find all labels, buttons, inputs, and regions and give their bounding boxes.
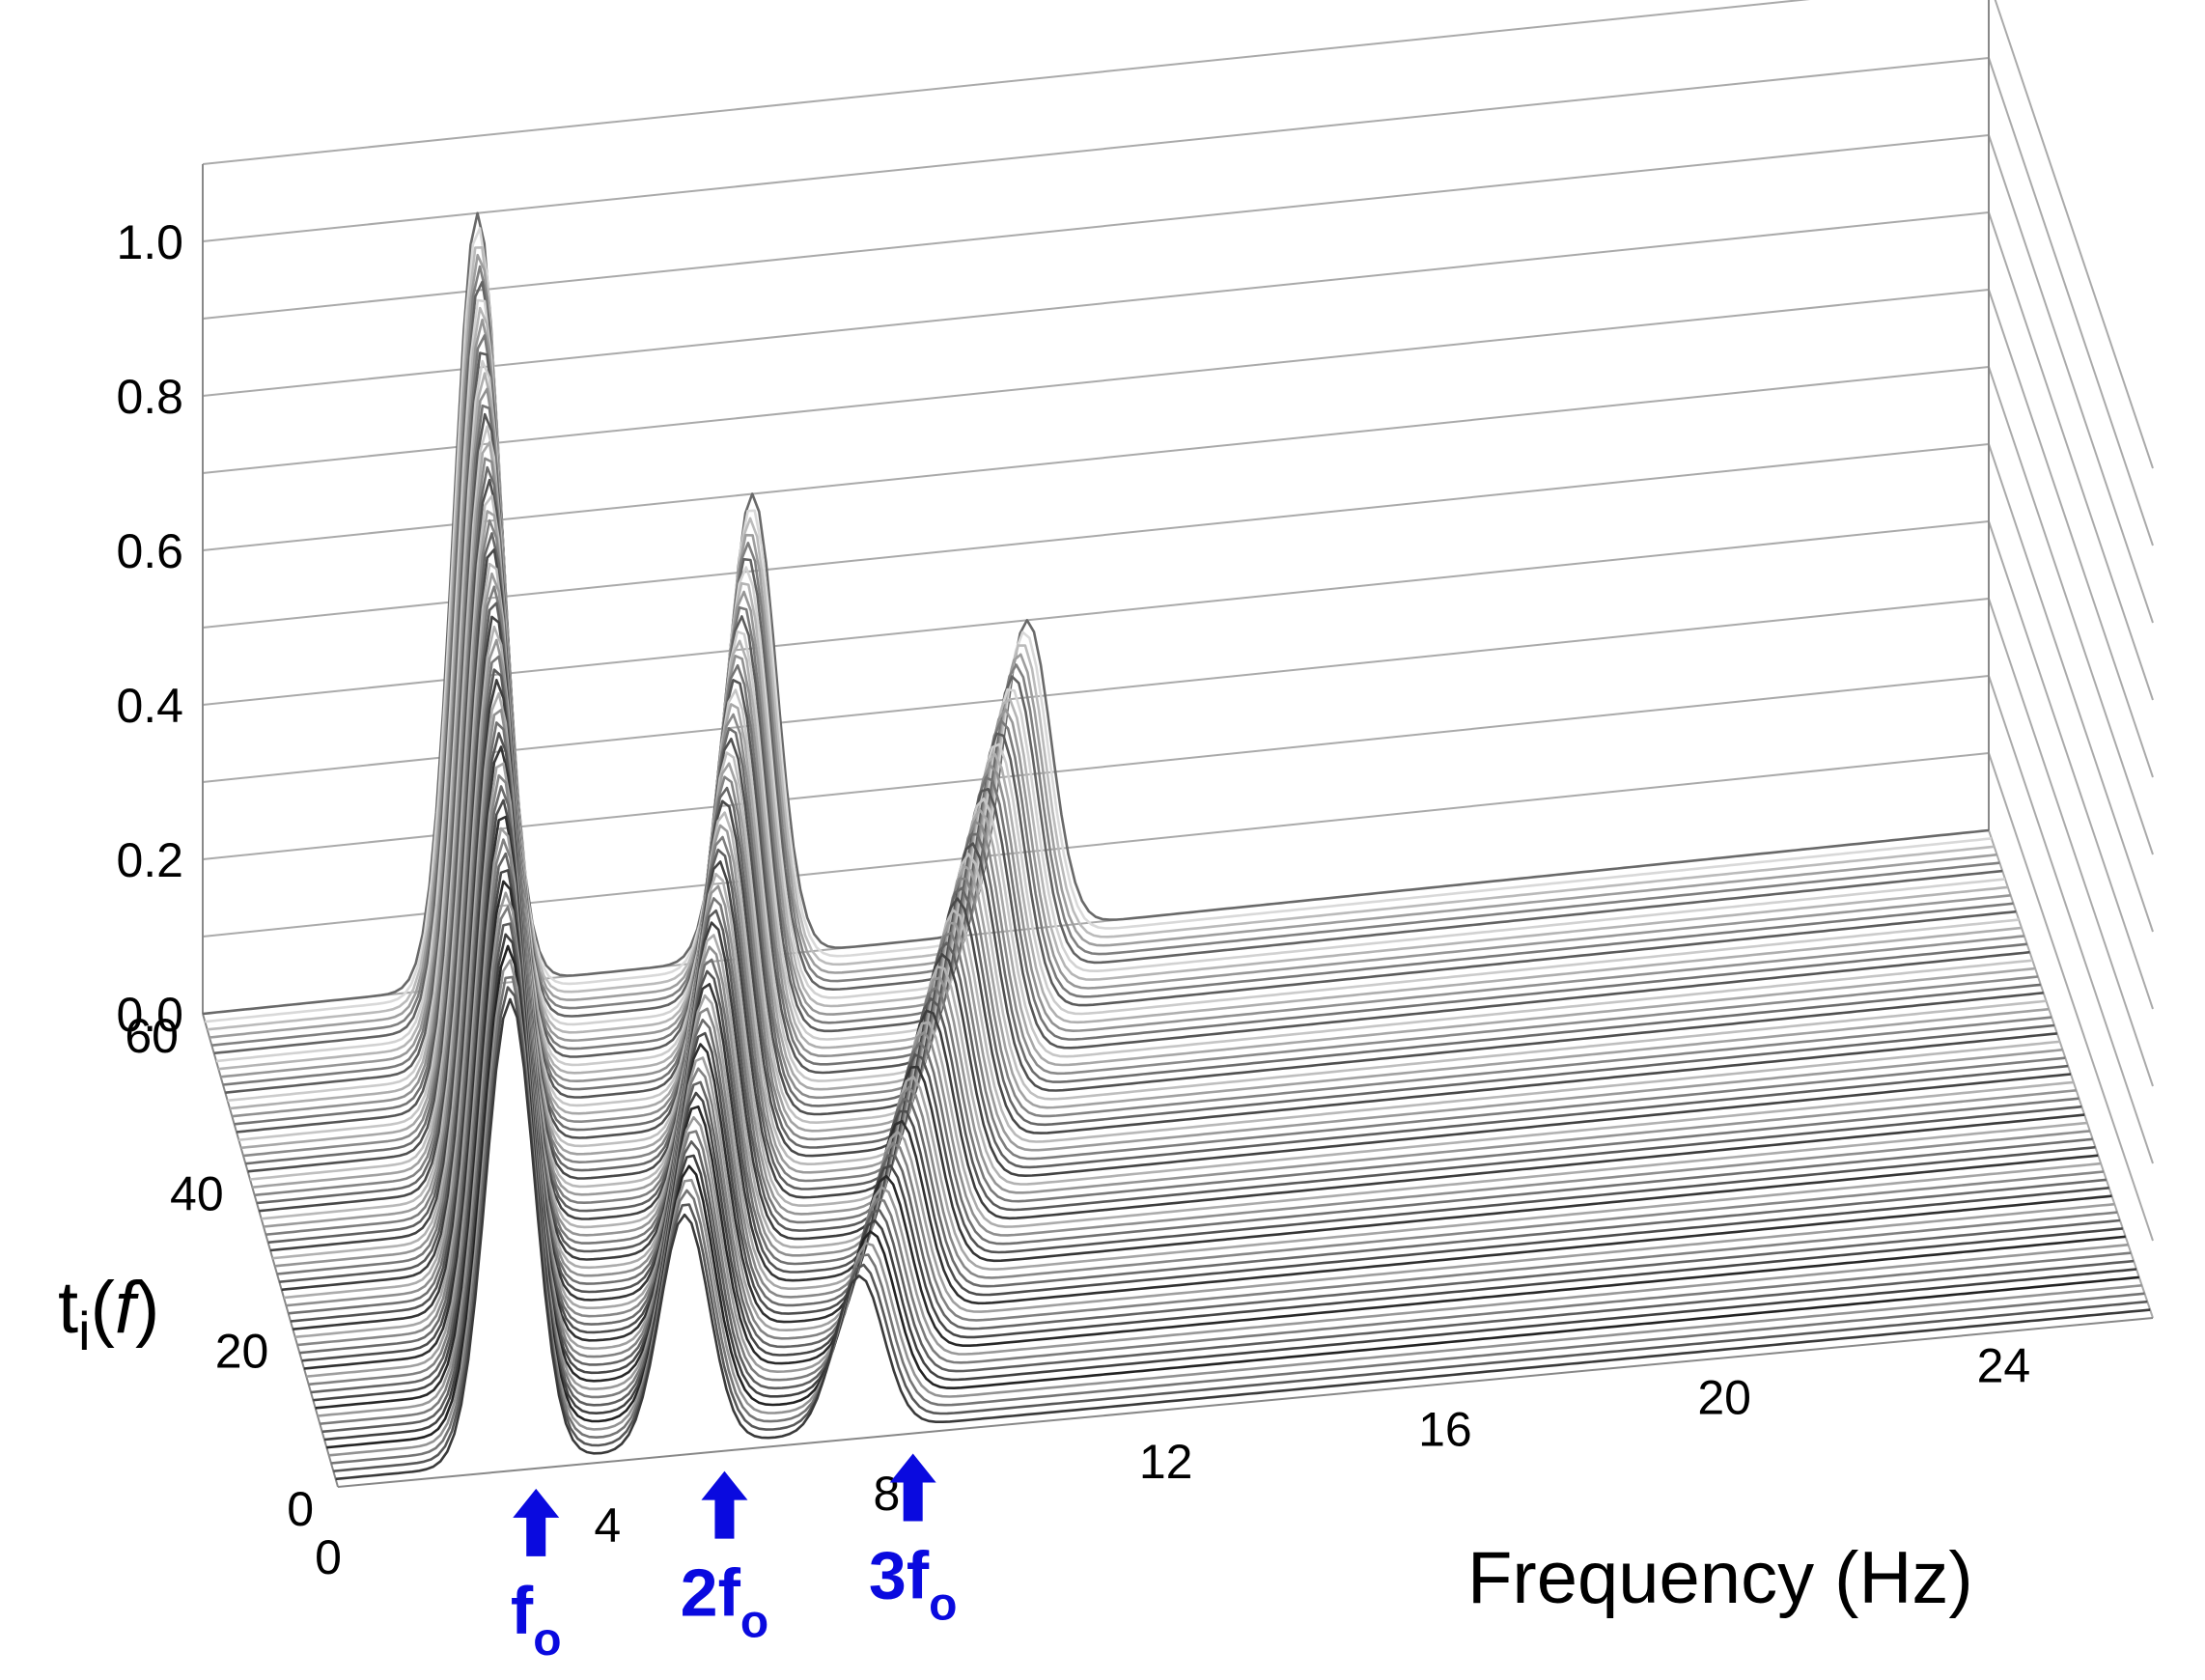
side-wall-gridline: [1988, 752, 2154, 1242]
series-line: [263, 572, 2063, 1228]
series-line: [290, 732, 2096, 1323]
frequency-tick-label: 16: [1418, 1403, 1472, 1457]
series-line: [259, 547, 2057, 1213]
z-axis-title-open: (: [91, 1267, 115, 1349]
series-line: [296, 773, 2105, 1347]
series-line: [303, 815, 2112, 1370]
z-tick-label: 0.4: [116, 679, 183, 733]
up-arrow-icon: [513, 1488, 560, 1556]
depth-tick-label: 60: [125, 1009, 179, 1063]
side-wall-gridline: [1988, 366, 2154, 855]
series-line: [267, 602, 2069, 1245]
z-tick-label: 0.0: [116, 988, 183, 1042]
frequency-tick-label: 12: [1139, 1435, 1193, 1489]
side-wall-gridline: [1988, 443, 2154, 933]
series-line: [269, 615, 2072, 1252]
depth-tick-label: 0: [287, 1482, 314, 1536]
frequency-tick-label: 24: [1977, 1339, 2031, 1393]
series-line: [293, 745, 2099, 1330]
harmonic-markers: fo 2fo 3fo: [511, 1453, 958, 1666]
series-line: [256, 532, 2055, 1205]
series-line: [276, 655, 2079, 1275]
series-line: [281, 678, 2085, 1292]
z-tick-label: 0.6: [116, 524, 183, 578]
z-axis-title-sub: i: [78, 1301, 90, 1361]
z-tick-label: 0.8: [116, 370, 183, 424]
series-line: [301, 798, 2109, 1362]
series-layer: [202, 211, 2151, 1481]
series-line: [320, 905, 2132, 1425]
frequency-tick-label: 8: [874, 1467, 901, 1521]
series-line: [245, 465, 2041, 1165]
series-line: [315, 880, 2126, 1410]
series-line: [328, 959, 2142, 1457]
back-wall-gridline: [202, 211, 1990, 397]
up-arrow-icon: [701, 1470, 748, 1539]
series-line: [254, 518, 2052, 1197]
z-tick-label: 1.0: [116, 215, 183, 269]
z-axis-title-main: t: [58, 1267, 78, 1349]
z-tick-label: 0.2: [116, 833, 183, 887]
side-wall-gridline: [1988, 57, 2154, 546]
back-wall-gridline: [202, 134, 1990, 320]
series-line: [249, 494, 2047, 1181]
frequency-tick-label: 20: [1697, 1371, 1751, 1425]
x-axis-title: Frequency (Hz): [1467, 1537, 1973, 1619]
series-line: [286, 708, 2090, 1307]
series-line: [265, 585, 2066, 1236]
series-line: [288, 721, 2093, 1315]
side-wall-gridline: [1988, 598, 2154, 1087]
harmonic-label: 3fo: [869, 1537, 958, 1630]
series-line: [306, 826, 2115, 1378]
frequency-tick-label: 4: [594, 1498, 621, 1553]
harmonic-label: 2fo: [681, 1555, 769, 1648]
series-line: [333, 986, 2148, 1472]
z-axis-title-close: ): [135, 1267, 159, 1349]
series-line: [321, 922, 2135, 1434]
side-wall-gridline: [1988, 289, 2154, 778]
back-wall-gridline: [202, 0, 1811, 165]
series-line: [308, 838, 2118, 1386]
series-line: [294, 762, 2102, 1339]
up-arrow-icon: [889, 1453, 936, 1522]
series-line: [313, 868, 2123, 1402]
side-wall-gridline: [1994, 0, 2154, 469]
axis-labels: 0.0 0.2 0.4 0.6 0.8 1.0 0 20 40 60 0 4 8 12 16 20 24: [116, 215, 2030, 1584]
side-wall-gridline: [1988, 520, 2154, 1010]
series-line: [283, 691, 2088, 1300]
side-wall-gridline: [1988, 134, 2154, 624]
series-line: [299, 785, 2107, 1355]
series-line: [272, 625, 2074, 1260]
series-line: [252, 510, 2050, 1189]
series-line: [335, 997, 2151, 1481]
z-axis-title: ti(f): [58, 1267, 159, 1361]
side-wall-gridline: [1988, 211, 2154, 701]
series-line: [323, 933, 2137, 1442]
side-wall-gridline: [1988, 675, 2154, 1164]
series-line: [330, 975, 2145, 1465]
series-line: [326, 944, 2139, 1449]
depth-tick-label: 40: [170, 1166, 224, 1220]
series-line: [279, 668, 2082, 1283]
back-wall-gridline: [202, 57, 1990, 242]
harmonic-label: fo: [511, 1573, 562, 1666]
frequency-axis-line: [337, 1317, 2154, 1488]
back-wall-gridline: [202, 289, 1990, 474]
series-line: [261, 562, 2060, 1220]
series-line: [317, 891, 2129, 1417]
series-line: [310, 852, 2121, 1394]
depth-tick-label: 20: [215, 1325, 269, 1379]
frequency-tick-label: 0: [315, 1530, 342, 1584]
series-line: [247, 478, 2044, 1173]
series-line: [274, 638, 2077, 1268]
